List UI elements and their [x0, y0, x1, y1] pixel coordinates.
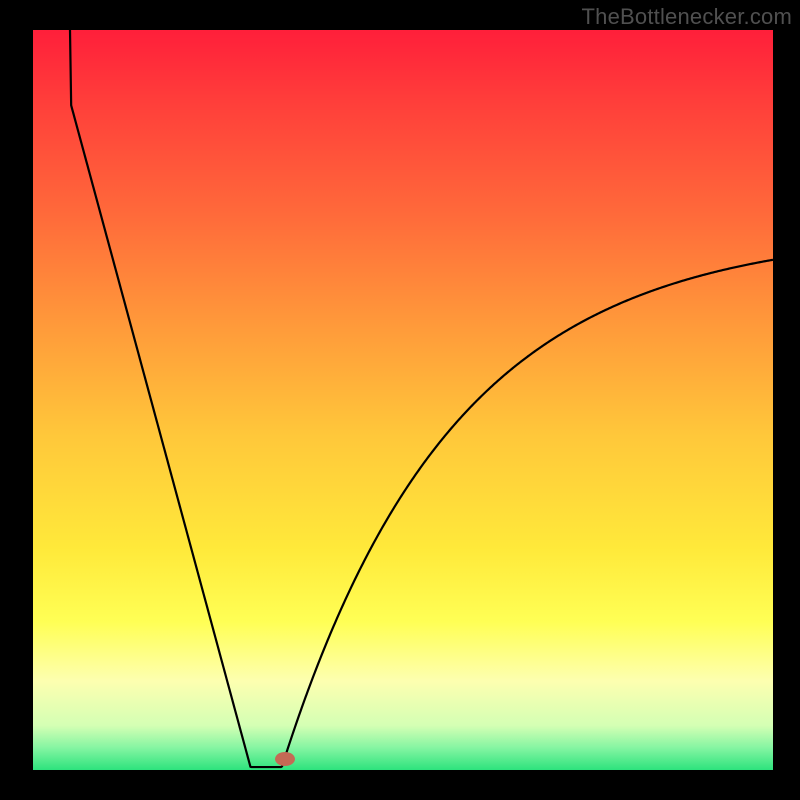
optimum-marker [275, 752, 295, 766]
watermark-text: TheBottlenecker.com [582, 4, 792, 30]
curve-path [70, 30, 773, 767]
bottleneck-curve [33, 30, 773, 770]
chart-frame: TheBottlenecker.com [0, 0, 800, 800]
plot-area [33, 30, 773, 770]
